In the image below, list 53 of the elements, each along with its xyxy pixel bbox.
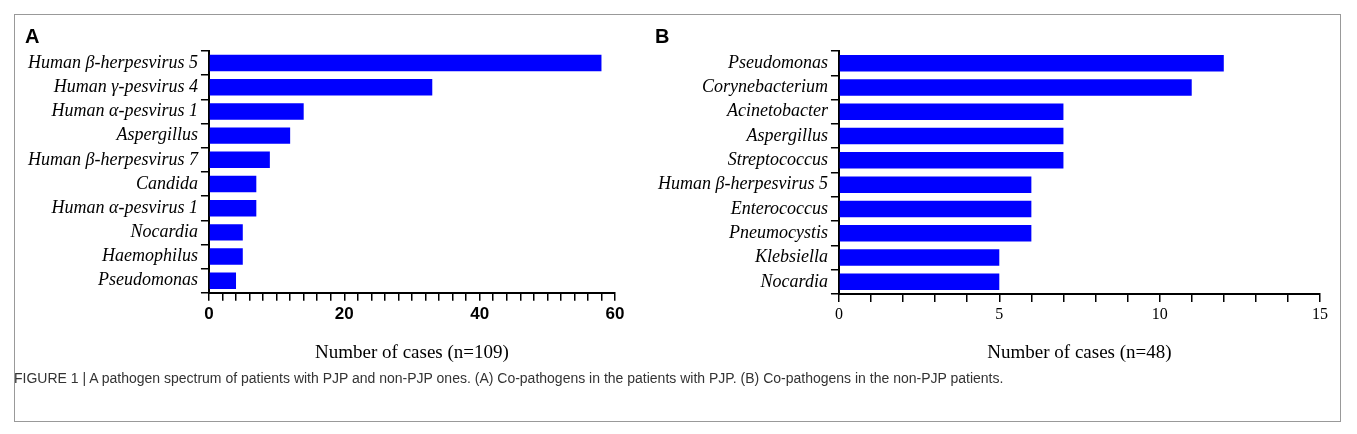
x-tick-label: 10 <box>1151 304 1168 322</box>
y-tick-label: Human γ-pesvirus 4 <box>52 76 198 96</box>
text: A <box>25 24 40 47</box>
y-tick-label: Streptococcus <box>727 149 828 170</box>
y-tick-label: Aspergillus <box>115 124 198 145</box>
bar <box>839 176 1032 193</box>
x-tick-label: 5 <box>995 304 1004 322</box>
bar <box>209 127 291 144</box>
y-tick-label: Aspergillus <box>745 124 828 145</box>
bar <box>209 103 304 120</box>
bar <box>209 175 257 193</box>
bar <box>839 127 1064 145</box>
bar <box>209 248 243 265</box>
bar <box>839 152 1064 169</box>
bar <box>209 54 602 72</box>
bar <box>209 199 257 217</box>
y-tick-label: Pseudomonas <box>726 51 828 72</box>
bar <box>209 79 433 96</box>
x-tick-label: 0 <box>834 304 843 322</box>
x-tick-label: 0 <box>204 303 214 323</box>
x-tick-label: 60 <box>605 303 625 323</box>
y-tick-label: Human β-herpesvirus 5 <box>656 173 828 194</box>
y-tick-label: Nocardia <box>129 221 198 242</box>
bar <box>839 273 1000 291</box>
y-tick-label: Enterococcus <box>729 197 828 218</box>
bar <box>209 272 237 289</box>
y-tick-label: Human α-pesvirus 1 <box>50 100 198 121</box>
y-tick-label: Human β-herpesvirus 7 <box>26 148 199 169</box>
y-tick-label: Corynebacterium <box>701 76 828 97</box>
x-tick-label: 20 <box>334 303 354 323</box>
y-tick-label: Pseudomonas <box>96 269 198 290</box>
x-tick-label: 40 <box>470 303 490 323</box>
bar <box>209 151 270 169</box>
y-tick-label: Human α-pesvirus 1 <box>50 196 198 217</box>
bar <box>839 200 1032 218</box>
text: B <box>655 24 670 47</box>
bar <box>839 249 1000 266</box>
caption: FIGURE 1 | A pathogen spectrum of patients with PJP and non-PJP ones. (A) Co-pathogens in the patients with PJP. (B) Co-pathogens in the non-PJP patients. <box>14 370 1004 386</box>
x-axis-title: Number of cases (n=48) <box>987 340 1172 363</box>
x-axis-title: Number of cases (n=109) <box>315 340 509 363</box>
y-tick-label: Human β-herpesvirus 5 <box>26 51 198 72</box>
bar <box>839 54 1224 72</box>
bar <box>839 224 1032 242</box>
y-tick-label: Pneumocystis <box>727 221 828 242</box>
bar <box>839 103 1064 121</box>
bar <box>839 79 1192 96</box>
y-tick-label: Haemophilus <box>100 245 198 266</box>
y-tick-label: Klebsiella <box>753 246 828 267</box>
x-tick-label: 15 <box>1312 304 1328 322</box>
y-tick-label: Candida <box>135 172 198 193</box>
y-tick-label: Nocardia <box>759 270 828 291</box>
y-tick-label: Acinetobacter <box>725 100 829 121</box>
bar <box>209 224 243 241</box>
